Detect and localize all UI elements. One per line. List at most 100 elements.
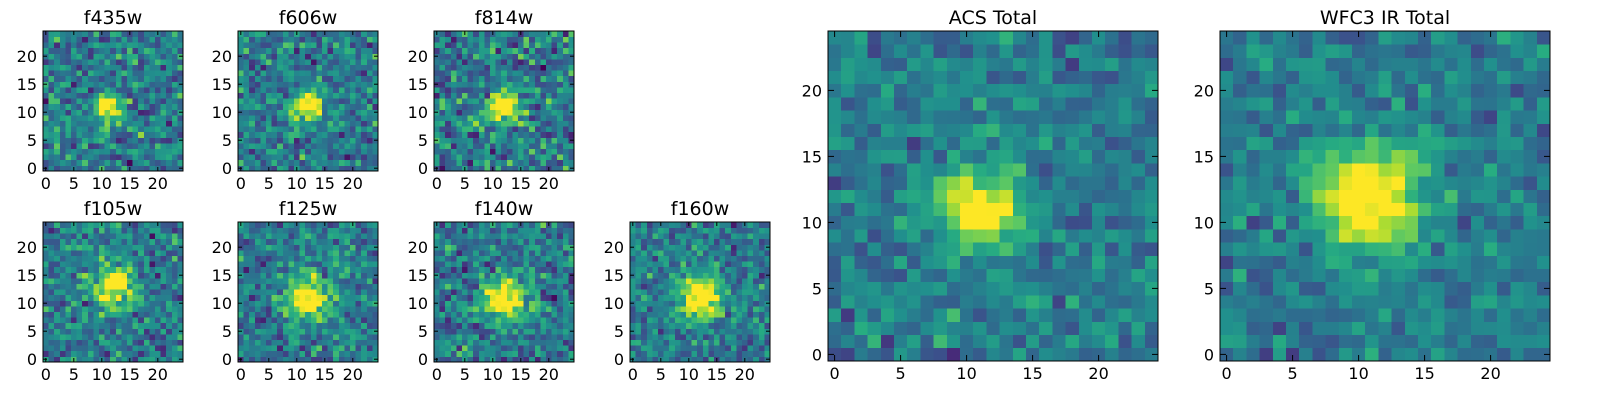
- heatmap-cell: [48, 115, 55, 121]
- heatmap-cell: [115, 244, 122, 251]
- heatmap-cell: [127, 300, 133, 307]
- heatmap-cell: [1144, 347, 1159, 362]
- heatmap-cell: [121, 53, 128, 60]
- heatmap-cell: [338, 154, 345, 161]
- heatmap-cell: [338, 137, 345, 144]
- heatmap-cell: [316, 103, 323, 110]
- heatmap-cell: [361, 115, 368, 121]
- heatmap-cell: [310, 250, 317, 256]
- heatmap-cell: [299, 36, 306, 43]
- heatmap-cell: [93, 120, 100, 127]
- heatmap-cell: [355, 261, 362, 268]
- heatmap-cell: [490, 244, 496, 251]
- heatmap-cell: [361, 311, 368, 318]
- heatmap-cell: [484, 278, 491, 284]
- heatmap-cell: [166, 36, 173, 43]
- heatmap-cell: [310, 59, 317, 65]
- heatmap-cell: [557, 300, 564, 307]
- heatmap-cell: [65, 165, 72, 172]
- y-tick-label: 5: [418, 322, 428, 341]
- heatmap-cell: [361, 81, 368, 88]
- heatmap-cell: [907, 255, 921, 269]
- y-tick-label: 15: [408, 75, 428, 94]
- heatmap-cell: [366, 289, 373, 296]
- heatmap-cell: [630, 345, 636, 352]
- heatmap-cell: [557, 289, 564, 296]
- heatmap-cell: [355, 81, 362, 88]
- heatmap-cell: [450, 311, 457, 318]
- heatmap-cell: [277, 75, 284, 82]
- heatmap-cell: [338, 255, 345, 262]
- heatmap-cell: [299, 143, 306, 149]
- heatmap-cell: [310, 328, 317, 335]
- heatmap-cell: [529, 137, 536, 144]
- heatmap-cell: [149, 311, 156, 318]
- heatmap-cell: [456, 306, 463, 312]
- heatmap-cell: [551, 233, 558, 240]
- heatmap-cell: [338, 306, 345, 312]
- heatmap-cell: [333, 322, 340, 329]
- heatmap-cell: [1131, 347, 1146, 362]
- heatmap-cell: [327, 131, 334, 138]
- heatmap-cell: [310, 75, 317, 82]
- heatmap-cell: [344, 278, 351, 284]
- heatmap-cell: [166, 300, 173, 307]
- heatmap-cell: [467, 227, 474, 234]
- heatmap-cell: [534, 42, 541, 49]
- heatmap-cell: [93, 339, 100, 346]
- heatmap-cell: [338, 31, 345, 37]
- heatmap-cell: [506, 87, 513, 93]
- heatmap-cell: [434, 143, 440, 149]
- heatmap-cell: [59, 289, 66, 296]
- heatmap-cell: [127, 238, 133, 245]
- heatmap-cell: [1118, 268, 1132, 283]
- heatmap-cell: [747, 261, 754, 268]
- heatmap-cell: [630, 294, 636, 301]
- heatmap-cell: [238, 36, 244, 43]
- heatmap-cell: [177, 278, 184, 284]
- heatmap-cell: [512, 322, 519, 329]
- heatmap-cell: [484, 283, 491, 290]
- heatmap-cell: [288, 350, 295, 357]
- heatmap-cell: [338, 311, 345, 318]
- heatmap-cell: [518, 272, 524, 279]
- heatmap-cell: [282, 244, 289, 251]
- heatmap-cell: [59, 328, 66, 335]
- heatmap-cell: [110, 109, 117, 116]
- heatmap-cell: [445, 227, 452, 234]
- heatmap-cell: [880, 334, 895, 349]
- heatmap-cell: [166, 87, 173, 93]
- heatmap-cell: [478, 289, 485, 296]
- heatmap-cell: [1039, 176, 1053, 190]
- heatmap-cell: [171, 70, 178, 77]
- heatmap-cell: [669, 222, 676, 228]
- heatmap-cell: [104, 36, 111, 43]
- heatmap-cell: [99, 334, 105, 340]
- heatmap-cell: [138, 103, 145, 110]
- heatmap-cell: [333, 356, 340, 363]
- heatmap-cell: [973, 189, 987, 203]
- heatmap-cell: [439, 261, 446, 268]
- heatmap-cell: [534, 92, 541, 99]
- heatmap-cell: [478, 306, 485, 312]
- heatmap-cell: [986, 334, 1000, 349]
- heatmap-cell: [71, 126, 77, 133]
- heatmap-cell: [456, 356, 463, 363]
- heatmap-cell: [512, 328, 519, 335]
- heatmap-cell: [71, 278, 77, 284]
- heatmap-cell: [490, 148, 496, 155]
- heatmap-cell: [439, 36, 446, 43]
- heatmap-cell: [568, 31, 575, 37]
- heatmap-cell: [76, 306, 83, 312]
- heatmap-cell: [160, 103, 167, 110]
- heatmap-cell: [127, 87, 133, 93]
- heatmap-cell: [986, 163, 1000, 177]
- heatmap-cell: [557, 250, 564, 256]
- heatmap-cell: [484, 148, 491, 155]
- heatmap-cell: [557, 47, 564, 54]
- heatmap-cell: [71, 131, 77, 138]
- heatmap-cell: [764, 266, 771, 273]
- heatmap-cell: [473, 75, 480, 82]
- heatmap-cell: [529, 154, 536, 161]
- heatmap-cell: [506, 233, 513, 240]
